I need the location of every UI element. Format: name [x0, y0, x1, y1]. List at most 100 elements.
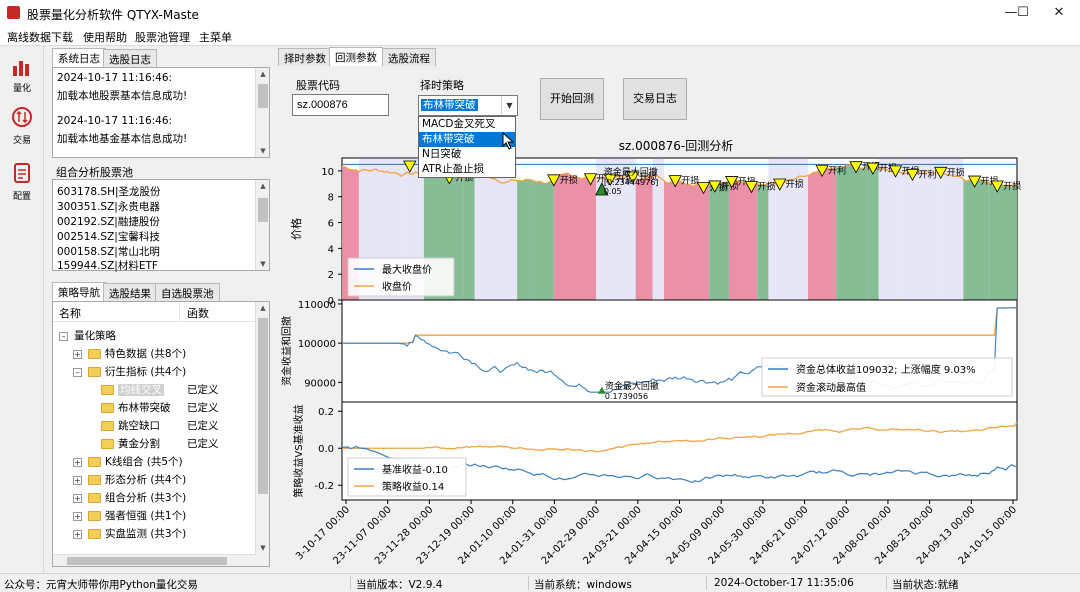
tree-node[interactable]: + 实盘监测 (共3个) [73, 528, 187, 540]
tab-self-pool[interactable]: 自选股票池 [155, 283, 220, 301]
legend-close-label: 收盘价 [382, 280, 412, 293]
capital-drawdown-value: 0.1739056 [605, 392, 648, 401]
price-ylabel: 价格 [289, 218, 303, 240]
sell-band [808, 167, 837, 300]
tree-node[interactable]: – 衍生指标 (共4个) [73, 363, 186, 381]
buy-band [709, 181, 729, 300]
pool-item[interactable]: 000158.SZ|常山北明 [57, 246, 160, 258]
option-nday[interactable]: N日突破 [422, 148, 462, 160]
buy-band [867, 165, 879, 300]
collapse-icon[interactable]: – [59, 331, 68, 341]
y-tick-label: -0.2 [314, 481, 334, 492]
tree-func: 已定义 [187, 384, 219, 396]
log-msg-2: 加载本地基金基本信息成功! [57, 133, 188, 145]
returns-legend [347, 457, 467, 497]
pool-scrollbar[interactable]: ▲ ▼ [255, 180, 269, 270]
buy-band [963, 178, 989, 300]
hold-band [937, 159, 964, 299]
hold-band [596, 159, 636, 299]
pool-item[interactable]: 603178.SH|圣龙股份 [57, 186, 161, 198]
capital-max-line [342, 307, 1018, 344]
tree-scrollbar[interactable]: ▲ ▼ [255, 302, 269, 566]
menu-main[interactable]: 主菜单 [199, 31, 232, 44]
chevron-down-icon[interactable]: ▼ [501, 96, 517, 115]
capital-drawdown-annotation: 资金最大回撤 [605, 380, 659, 392]
window-title: 股票量化分析软件 QTYX-Maste [27, 8, 199, 22]
sell-marker [815, 164, 829, 178]
menu-offline-download[interactable]: 离线数据下载 [7, 31, 73, 44]
status-datetime: 2024-October-17 11:35:06 [714, 577, 854, 589]
stock-code-input[interactable] [292, 94, 389, 116]
tab-select-flow[interactable]: 选股流程 [382, 48, 436, 66]
tree-node[interactable]: + 组合分析 (共3个) [73, 492, 187, 504]
expand-icon[interactable]: + [73, 493, 82, 503]
sell-marker [696, 181, 711, 195]
close-button[interactable]: ✕ [1053, 5, 1065, 20]
strategy-dropdown-list[interactable]: MACD金叉死叉 布林带突破 N日突破 ATR止盈止损 [418, 116, 516, 178]
tree-root[interactable]: – 量化策略 [59, 327, 116, 345]
tree-leaf-selected[interactable]: 均线交叉 [101, 381, 164, 399]
menu-help[interactable]: 使用帮助 [83, 31, 127, 44]
expand-icon[interactable]: + [73, 511, 82, 521]
sell-marker [708, 180, 722, 193]
log-scrollbar[interactable]: ▲ ▼ [255, 68, 269, 157]
pool-item[interactable]: 002514.SZ|宝馨科技 [57, 231, 160, 243]
expand-icon[interactable]: + [73, 349, 82, 359]
tree-node[interactable]: + K线组合 (共5个) [73, 456, 183, 468]
option-atr[interactable]: ATR止盈止损 [422, 163, 485, 175]
tree-hscrollbar[interactable] [53, 554, 256, 566]
folder-icon [88, 367, 101, 377]
tree-node[interactable]: + 强者恒强 (共1个) [73, 510, 187, 522]
tree-col-func: 函数 [187, 307, 209, 320]
sidebar-item-quant[interactable]: 量化 [4, 58, 40, 98]
expand-icon[interactable]: + [73, 457, 82, 467]
pool-item[interactable]: 002192.SZ|融捷股份 [57, 216, 160, 228]
sell-band [728, 179, 758, 300]
buy-band [517, 179, 535, 300]
minimize-button[interactable]: — [1004, 5, 1018, 20]
sell-marker [967, 175, 982, 188]
tab-select-log[interactable]: 选股日志 [103, 49, 157, 67]
tree-node[interactable]: + 特色数据 (共8个) [73, 348, 187, 360]
y-tick-label: 0 [328, 296, 334, 307]
sidebar-item-trade[interactable]: 交易 [4, 106, 40, 146]
strategy-select[interactable]: 布林带突破 ▼ [418, 95, 518, 116]
tab-system-log[interactable]: 系统日志 [52, 48, 106, 67]
sell-marker [866, 162, 880, 175]
stock-pool-list[interactable]: 603178.SH|圣龙股份 300351.SZ|永贵电器 002192.SZ|… [52, 179, 270, 272]
sidebar-item-config[interactable]: 配置 [4, 162, 40, 202]
tree-leaf[interactable]: 布林带突破 [101, 399, 171, 417]
tree-node[interactable]: + 形态分析 (共4个) [73, 474, 187, 486]
option-macd[interactable]: MACD金叉死叉 [422, 118, 496, 130]
trade-log-button[interactable]: 交易日志 [623, 78, 687, 120]
tab-backtest-params[interactable]: 回测参数 [329, 47, 383, 66]
log-msg-1: 加载本地股票基本信息成功! [57, 90, 188, 102]
trade-arrows-icon [12, 107, 32, 127]
tab-timing-params[interactable]: 择时参数 [278, 48, 332, 66]
option-bollinger[interactable]: 布林带突破 [419, 132, 515, 147]
tree-leaf[interactable]: 跳空缺口 [101, 417, 160, 435]
sell-marker [668, 175, 682, 188]
trade-label: 开利 [828, 164, 846, 176]
pool-item[interactable]: 300351.SZ|永贵电器 [57, 201, 160, 213]
icon-sidebar: 量化 交易 配置 [0, 46, 44, 573]
hold-band [768, 159, 809, 299]
tree-leaf[interactable]: 黄金分割 [101, 435, 160, 453]
sidebar-label-trade: 交易 [12, 136, 31, 146]
pool-item[interactable]: 159944.SZ|材料ETF [57, 260, 158, 272]
sell-marker [403, 160, 417, 173]
maximize-button[interactable]: ☐ [1017, 5, 1029, 20]
collapse-icon[interactable]: – [73, 367, 82, 377]
start-backtest-button[interactable]: 开始回测 [540, 78, 604, 120]
sidebar-label-quant: 量化 [12, 84, 31, 94]
menu-pool-manage[interactable]: 股票池管理 [135, 31, 190, 44]
expand-icon[interactable]: + [73, 475, 82, 485]
expand-icon[interactable]: + [73, 529, 82, 539]
trade-label: 开损 [560, 174, 578, 186]
tab-strategy-nav[interactable]: 策略导航 [52, 282, 106, 301]
tab-select-result[interactable]: 选股结果 [103, 283, 157, 301]
document-config-icon [14, 163, 30, 183]
status-version: 当前版本：V2.9.4 [356, 579, 443, 591]
trade-label: 开损 [758, 180, 776, 192]
sell-marker [990, 180, 1004, 193]
